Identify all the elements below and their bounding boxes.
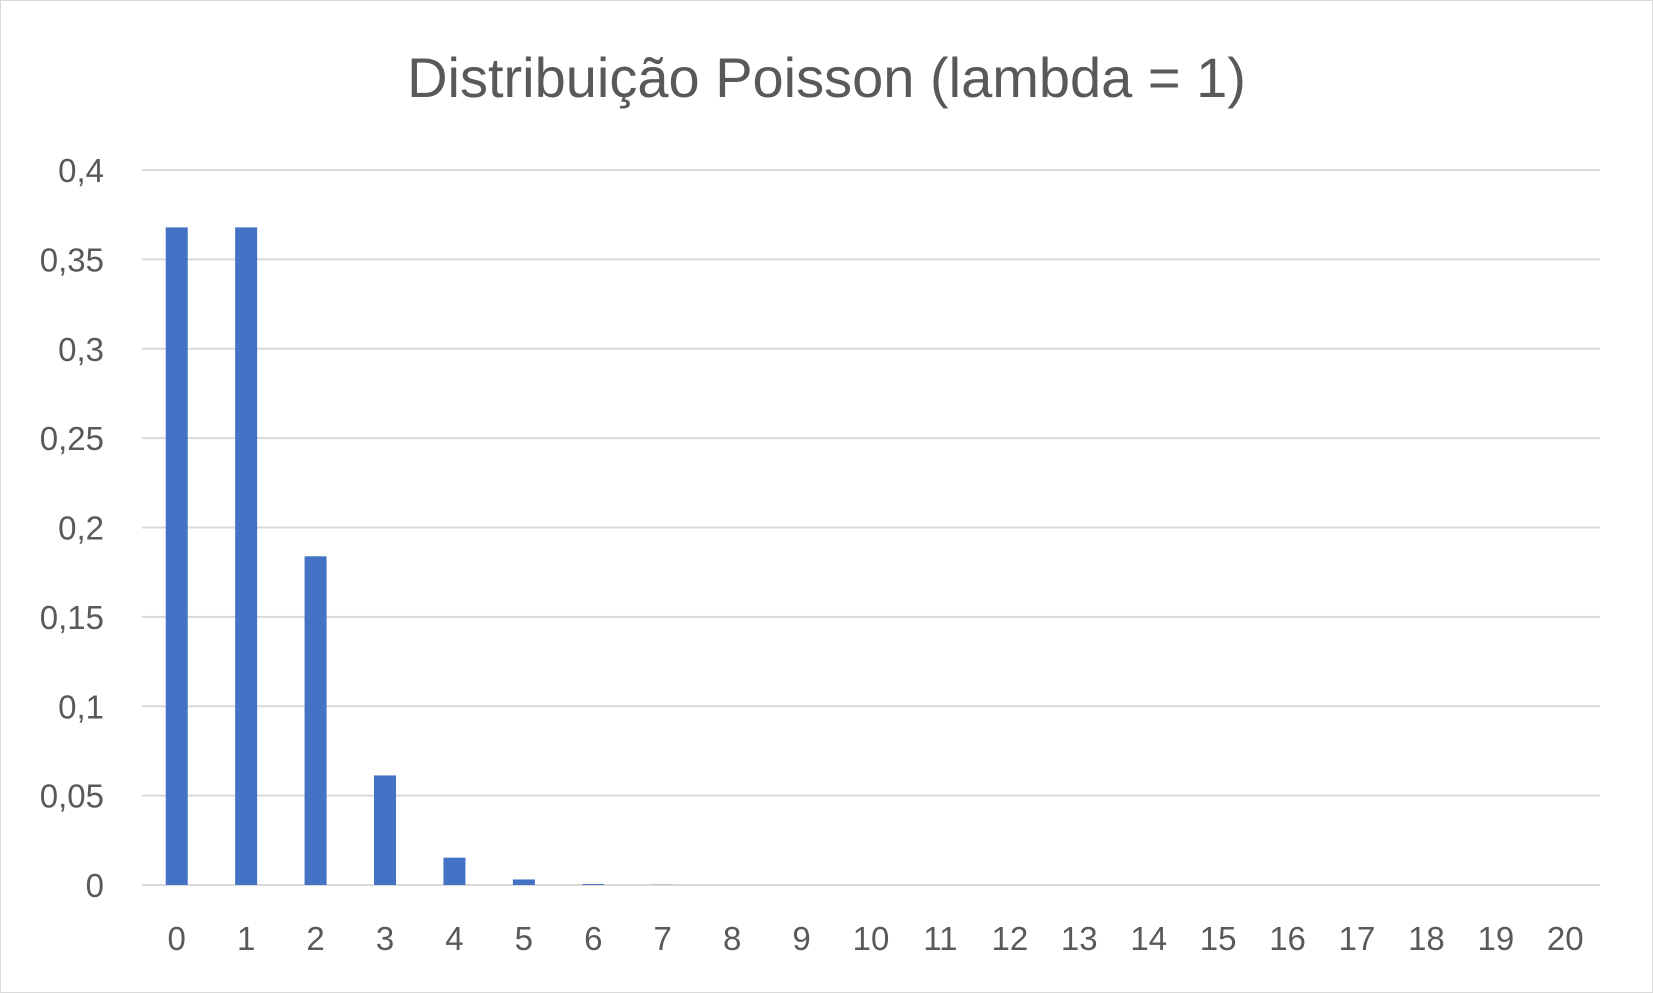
x-tick-label: 19	[1477, 920, 1514, 957]
x-tick-label: 17	[1339, 920, 1376, 957]
bar	[235, 227, 258, 885]
y-tick-label: 0,15	[40, 599, 104, 636]
x-tick-label: 4	[445, 920, 463, 957]
x-tick-label: 0	[168, 920, 186, 957]
bar	[512, 879, 535, 885]
x-tick-label: 8	[723, 920, 741, 957]
chart-title: Distribuição Poisson (lambda = 1)	[407, 46, 1246, 109]
bar	[582, 884, 605, 885]
y-tick-label: 0,2	[58, 510, 104, 547]
x-axis-ticks: 0 1 2 3 4 5 6 7 8 9 10 11 12 13 14 15 16 17 18 19 20	[168, 920, 1584, 957]
bar	[374, 775, 396, 885]
x-tick-label: 9	[792, 920, 810, 957]
x-tick-label: 18	[1408, 920, 1445, 957]
bar-layer	[165, 227, 674, 885]
x-tick-label: 3	[376, 920, 394, 957]
x-tick-label: 6	[584, 920, 602, 957]
x-tick-label: 7	[654, 920, 672, 957]
x-tick-label: 11	[923, 920, 957, 957]
y-tick-label: 0,25	[40, 420, 104, 457]
x-tick-label: 15	[1200, 920, 1237, 957]
x-tick-label: 10	[853, 920, 890, 957]
x-tick-label: 14	[1130, 920, 1167, 957]
grid-layer	[142, 169, 1600, 886]
y-tick-label: 0,3	[58, 331, 104, 368]
x-tick-label: 2	[306, 920, 324, 957]
bar	[443, 857, 466, 885]
y-tick-label: 0,05	[40, 778, 104, 815]
x-tick-label: 5	[515, 920, 533, 957]
y-tick-label: 0,1	[58, 688, 104, 725]
y-tick-label: 0,35	[40, 241, 104, 278]
x-tick-label: 20	[1547, 920, 1584, 957]
x-tick-label: 12	[991, 920, 1028, 957]
y-axis-ticks: 0 0,05 0,1 0,15 0,2 0,25 0,3 0,35 0,4	[40, 152, 104, 904]
x-tick-label: 1	[237, 920, 255, 957]
y-tick-label: 0,4	[58, 152, 104, 189]
bar	[304, 556, 327, 885]
bar	[165, 227, 188, 885]
y-tick-label: 0	[86, 867, 104, 904]
x-tick-label: 16	[1269, 920, 1306, 957]
x-tick-label: 13	[1061, 920, 1098, 957]
